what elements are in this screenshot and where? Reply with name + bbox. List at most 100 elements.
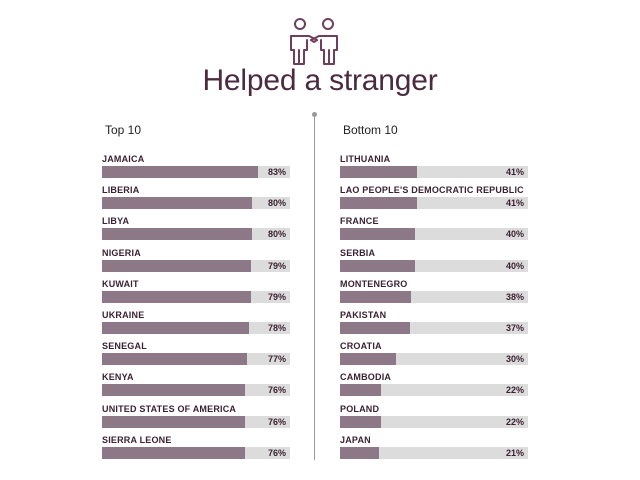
value-label: 83%	[267, 167, 286, 177]
bar-row: LAO PEOPLE'S DEMOCRATIC REPUBLIC 41%	[340, 185, 528, 216]
bar-track: 41%	[340, 166, 528, 178]
bar	[340, 321, 410, 334]
bar	[340, 197, 418, 210]
category-label: LIBYA	[102, 216, 130, 227]
value-label: 30%	[505, 354, 524, 365]
bar	[340, 353, 397, 366]
value-label: 22%	[505, 385, 524, 396]
category-label: UNITED STATES OF AMERICA	[102, 403, 237, 414]
category-label: FRANCE	[340, 216, 379, 227]
bar	[102, 321, 249, 334]
bar	[102, 384, 245, 397]
bar-row: SENEGAL 77%	[102, 341, 290, 372]
bar	[102, 446, 245, 459]
value-label: 76%	[267, 385, 286, 396]
bar	[102, 228, 253, 241]
category-label: LIBERIA	[102, 185, 140, 196]
bar	[102, 259, 251, 272]
value-label: 41%	[505, 198, 524, 209]
value-label: 22%	[505, 416, 524, 427]
category-label: KENYA	[102, 372, 134, 383]
category-label: POLAND	[340, 403, 380, 414]
bar	[340, 166, 418, 178]
bar-row: CAMBODIA 22%	[340, 372, 528, 403]
bar-row: FRANCE 40%	[340, 216, 528, 247]
category-label: KUWAIT	[102, 278, 139, 289]
bar-track: 80%	[102, 228, 290, 241]
value-label: 79%	[267, 260, 286, 271]
bar-track: 76%	[102, 384, 290, 397]
bar-track: 79%	[102, 259, 290, 272]
center-divider	[314, 114, 315, 460]
bar-row: KENYA 76%	[102, 372, 290, 403]
value-label: 77%	[267, 354, 286, 365]
bar-track: 22%	[340, 384, 528, 397]
value-label: 41%	[505, 167, 524, 177]
panel-title: Top 10	[105, 123, 142, 137]
bar-row: MONTENEGRO 38%	[340, 279, 528, 310]
bar-row: UNITED STATES OF AMERICA 76%	[102, 404, 290, 435]
category-label: PAKISTAN	[340, 309, 387, 320]
bar	[340, 446, 380, 459]
bar-row: KUWAIT 79%	[102, 279, 290, 310]
chart-title: Helped a stranger	[202, 64, 438, 97]
value-label: 40%	[505, 229, 524, 240]
bottom-10-panel: Bottom 10 LITHUANIA 41% LAO PEOPLE'S DEMOC…	[340, 123, 528, 466]
bar	[102, 197, 253, 210]
bar-row: SIERRA LEONE 76%	[102, 435, 290, 466]
category-label: CROATIA	[340, 341, 382, 352]
bar-track: 22%	[340, 415, 528, 428]
panel-title: Bottom 10	[343, 123, 398, 137]
top-10-panel: Top 10 JAMAICA 83% LIBERIA 80% LIBYA 80% NIGER…	[102, 123, 290, 466]
value-label: 76%	[267, 447, 286, 458]
value-label: 78%	[267, 322, 286, 333]
category-label: UKRAINE	[102, 309, 145, 320]
bar-row: PAKISTAN 37%	[340, 310, 528, 341]
bar-row: LIBYA 80%	[102, 216, 290, 247]
value-label: 40%	[505, 260, 524, 271]
value-label: 79%	[267, 291, 286, 302]
value-label: 76%	[267, 416, 286, 427]
bar-track: 37%	[340, 321, 528, 334]
bar	[102, 415, 245, 428]
bar-track: 21%	[340, 446, 528, 459]
bar-row: SERBIA 40%	[340, 248, 528, 279]
bar-track: 77%	[102, 353, 290, 366]
category-label: SERBIA	[340, 247, 376, 258]
bar-track: 41%	[340, 197, 528, 210]
value-label: 80%	[267, 198, 286, 209]
bar-track: 79%	[102, 290, 290, 303]
category-label: LAO PEOPLE'S DEMOCRATIC REPUBLIC	[340, 185, 524, 196]
bar-row: LIBERIA 80%	[102, 185, 290, 216]
value-label: 38%	[505, 291, 524, 302]
category-label: JAPAN	[340, 434, 371, 445]
bar-track: 78%	[102, 321, 290, 334]
bar	[102, 290, 251, 303]
header: Helped a stranger	[0, 0, 640, 110]
value-label: 80%	[267, 229, 286, 240]
category-label: SIERRA LEONE	[102, 434, 172, 445]
bar-track: 38%	[340, 290, 528, 303]
bar	[102, 166, 259, 178]
two-people-shaking-hands-icon	[290, 18, 338, 65]
bar	[340, 415, 382, 428]
bar-track: 40%	[340, 259, 528, 272]
bar	[340, 228, 416, 241]
category-label: MONTENEGRO	[340, 278, 408, 289]
bar	[340, 384, 382, 397]
value-label: 21%	[505, 447, 524, 458]
bar-row: POLAND 22%	[340, 404, 528, 435]
bar-row: UKRAINE 78%	[102, 310, 290, 341]
category-label: CAMBODIA	[340, 372, 392, 383]
category-label: LITHUANIA	[340, 154, 391, 164]
bar-row: NIGERIA 79%	[102, 248, 290, 279]
category-label: JAMAICA	[102, 154, 145, 164]
bar	[340, 259, 416, 272]
bar-track: 83%	[102, 166, 290, 178]
value-label: 37%	[505, 322, 524, 333]
category-label: NIGERIA	[102, 247, 141, 258]
bar-track: 40%	[340, 228, 528, 241]
bar-row: CROATIA 30%	[340, 341, 528, 372]
bar-track: 76%	[102, 446, 290, 459]
bar	[340, 290, 412, 303]
